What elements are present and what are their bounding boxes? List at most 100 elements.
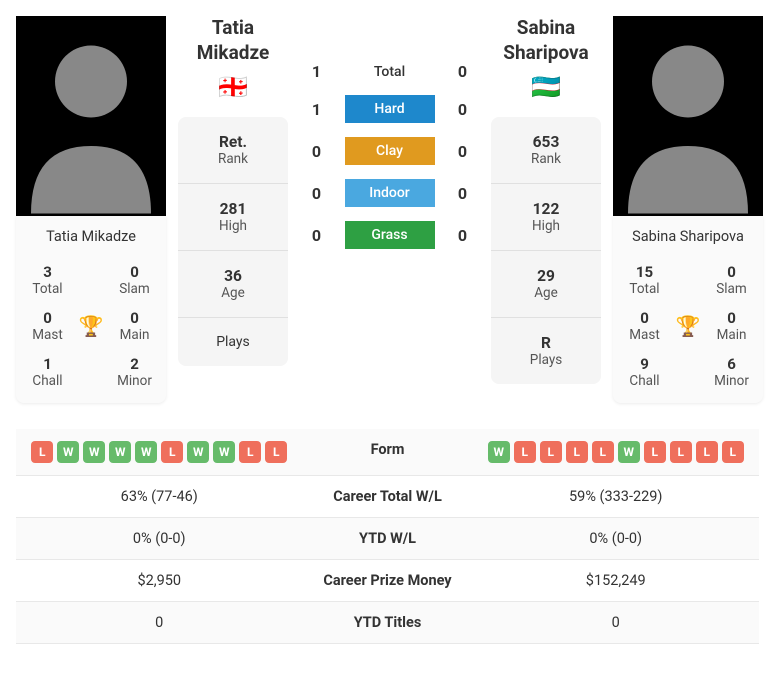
form-win-badge: W [57, 441, 79, 463]
form-loss-badge: L [670, 441, 692, 463]
player1-flag-icon: 🇬🇪 [178, 73, 288, 101]
p2-high: 122High [491, 184, 601, 251]
form-win-badge: W [187, 441, 209, 463]
p1-slam: 0Slam [107, 257, 162, 303]
player2-card: Sabina Sharipova 15Total 0Slam 0Mast 🏆 0… [613, 216, 763, 403]
p2-chall: 9Chall [617, 349, 672, 395]
surface-row: 0 Clay 0 [298, 137, 481, 165]
surface-label: Total [345, 64, 435, 80]
form-loss-badge: L [722, 441, 744, 463]
player1-header: Tatia Mikadze 🇬🇪 [178, 16, 288, 101]
trophy-icon: 🏆 [75, 314, 107, 338]
p2-ytd-titles: 0 [473, 602, 760, 643]
surface-stats: 1 Total 0 1 Hard 0 0 Clay 0 0 Indoor 0 0 Grass 0 [298, 16, 481, 384]
p1-prize: $2,950 [16, 560, 303, 601]
p2-main: 0Main [704, 303, 759, 349]
p2-ytd-wl: 0% (0-0) [473, 518, 760, 559]
p2-career-wl: 59% (333-229) [473, 476, 760, 517]
form-win-badge: W [135, 441, 157, 463]
row-prize: $2,950 Career Prize Money $152,249 [16, 560, 759, 602]
player1-titles-grid: 3Total 0Slam 0Mast 🏆 0Main 1Chall 2Minor [16, 257, 166, 395]
surface-row: 1 Hard 0 [298, 95, 481, 123]
surface-label: Clay [345, 137, 435, 165]
p2-mast: 0Mast [617, 303, 672, 349]
p1-header-col: Tatia Mikadze 🇬🇪 Ret.Rank 281High 36Age … [178, 16, 288, 384]
surface-p1: 0 [307, 226, 327, 245]
label-ytd-titles: YTD Titles [303, 602, 473, 643]
p1-ytd-titles: 0 [16, 602, 303, 643]
p1-high: 281High [178, 184, 288, 251]
form-loss-badge: L [540, 441, 562, 463]
stats-table: LWWWWLWWLL Form WLLLLWLLLL 63% (77-46) C… [16, 429, 759, 644]
p2-form: WLLLLWLLLL [473, 429, 760, 475]
p1-minor: 2Minor [107, 349, 162, 395]
player1-name-label: Tatia Mikadze [16, 216, 166, 257]
row-career-wl: 63% (77-46) Career Total W/L 59% (333-22… [16, 476, 759, 518]
head-to-head-top: Tatia Mikadze 3Total 0Slam 0Mast 🏆 0Main… [16, 16, 763, 403]
surface-row: 0 Grass 0 [298, 221, 481, 249]
p1-plays: Plays [178, 318, 288, 366]
label-form: Form [303, 429, 473, 475]
surface-p1: 1 [307, 100, 327, 119]
surface-p1: 0 [307, 142, 327, 161]
player1-info-stack: Ret.Rank 281High 36Age Plays [178, 117, 288, 366]
player1-column: Tatia Mikadze 3Total 0Slam 0Mast 🏆 0Main… [16, 16, 166, 403]
p2-prize: $152,249 [473, 560, 760, 601]
form-loss-badge: L [31, 441, 53, 463]
surface-label: Indoor [345, 179, 435, 207]
player2-avatar [613, 16, 763, 216]
silhouette-icon [613, 16, 763, 216]
form-loss-badge: L [592, 441, 614, 463]
player2-header: Sabina Sharipova 🇺🇿 [491, 16, 601, 101]
p2-slam: 0Slam [704, 257, 759, 303]
middle-column: Tatia Mikadze 🇬🇪 Ret.Rank 281High 36Age … [178, 16, 601, 403]
surface-p1: 1 [307, 62, 327, 81]
surface-p2: 0 [453, 100, 473, 119]
form-win-badge: W [488, 441, 510, 463]
surface-p2: 0 [453, 62, 473, 81]
form-loss-badge: L [644, 441, 666, 463]
player2-flag-icon: 🇺🇿 [491, 73, 601, 101]
trophy-icon: 🏆 [672, 314, 704, 338]
p2-rank: 653Rank [491, 117, 601, 184]
p1-chall: 1Chall [20, 349, 75, 395]
label-prize: Career Prize Money [303, 560, 473, 601]
player1-header-name: Tatia Mikadze [178, 16, 288, 65]
surface-p2: 0 [453, 184, 473, 203]
p1-form: LWWWWLWWLL [16, 429, 303, 475]
player1-card: Tatia Mikadze 3Total 0Slam 0Mast 🏆 0Main… [16, 216, 166, 403]
form-win-badge: W [618, 441, 640, 463]
player2-titles-grid: 15Total 0Slam 0Mast 🏆 0Main 9Chall 6Mino… [613, 257, 763, 395]
p1-total: 3Total [20, 257, 75, 303]
surface-p1: 0 [307, 184, 327, 203]
p2-header-col: Sabina Sharipova 🇺🇿 653Rank 122High 29Ag… [491, 16, 601, 384]
surface-label: Grass [345, 221, 435, 249]
p1-career-wl: 63% (77-46) [16, 476, 303, 517]
silhouette-icon [16, 16, 166, 216]
p1-age: 36Age [178, 251, 288, 318]
player2-info-stack: 653Rank 122High 29Age RPlays [491, 117, 601, 384]
p1-main: 0Main [107, 303, 162, 349]
row-ytd-titles: 0 YTD Titles 0 [16, 602, 759, 644]
form-win-badge: W [109, 441, 131, 463]
player2-name-label: Sabina Sharipova [613, 216, 763, 257]
p2-total: 15Total [617, 257, 672, 303]
surface-label: Hard [345, 95, 435, 123]
p1-ytd-wl: 0% (0-0) [16, 518, 303, 559]
p1-mast: 0Mast [20, 303, 75, 349]
form-win-badge: W [213, 441, 235, 463]
p2-plays: RPlays [491, 318, 601, 384]
surface-p2: 0 [453, 142, 473, 161]
p2-minor: 6Minor [704, 349, 759, 395]
form-loss-badge: L [161, 441, 183, 463]
surface-row: 1 Total 0 [298, 62, 481, 81]
surface-row: 0 Indoor 0 [298, 179, 481, 207]
row-ytd-wl: 0% (0-0) YTD W/L 0% (0-0) [16, 518, 759, 560]
p1-rank: Ret.Rank [178, 117, 288, 184]
form-loss-badge: L [514, 441, 536, 463]
form-loss-badge: L [566, 441, 588, 463]
player2-column: Sabina Sharipova 15Total 0Slam 0Mast 🏆 0… [613, 16, 763, 403]
player1-avatar [16, 16, 166, 216]
surface-p2: 0 [453, 226, 473, 245]
label-ytd-wl: YTD W/L [303, 518, 473, 559]
